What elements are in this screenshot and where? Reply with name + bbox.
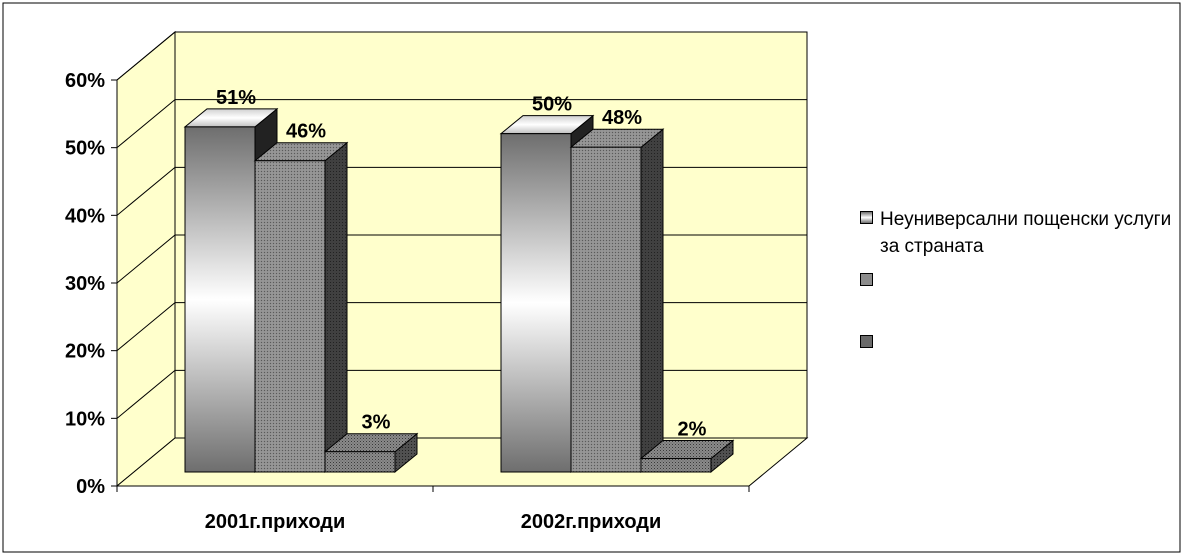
y-tick-label: 10%: [65, 408, 105, 430]
y-tick-label: 50%: [65, 138, 105, 160]
data-label: 46%: [286, 121, 326, 143]
data-label: 48%: [602, 107, 642, 129]
legend-swatch-2: [860, 273, 873, 286]
gridline: [116, 31, 807, 81]
legend-item-2: [860, 270, 1180, 332]
bar-2-3: [639, 439, 735, 474]
gridline: [116, 99, 807, 149]
data-label: 50%: [532, 94, 572, 116]
y-tick-label: 0%: [76, 476, 105, 498]
bar-front: [500, 133, 572, 473]
y-tick-label: 60%: [65, 70, 105, 92]
y-tick-label: 40%: [65, 205, 105, 227]
y-tick-label: 30%: [65, 273, 105, 295]
bar-side: [640, 128, 664, 474]
bar-1-3: [323, 432, 419, 474]
bar-front: [640, 457, 712, 473]
bar-1-2: [253, 141, 349, 474]
data-label: 2%: [678, 418, 707, 440]
legend-label-1: Неуниверсални пощенски услуги за странат…: [880, 209, 1172, 257]
x-tick-label: 2002г.приходи: [521, 511, 662, 533]
legend-swatch-1: [860, 211, 873, 224]
bar-side: [324, 141, 348, 474]
y-tick-label: 20%: [65, 341, 105, 363]
bar-front: [570, 146, 642, 473]
bar-front: [184, 126, 256, 473]
bar-front: [254, 160, 326, 473]
legend: Неуниверсални пощенски услуги за странат…: [860, 208, 1180, 394]
data-label: 51%: [216, 87, 256, 109]
legend-item-3: [860, 332, 1180, 394]
legend-item-1: Неуниверсални пощенски услуги за странат…: [860, 208, 1180, 270]
data-label: 3%: [362, 412, 391, 434]
bar-2-2: [569, 128, 665, 474]
bar-front: [324, 451, 396, 473]
legend-swatch-3: [860, 335, 873, 348]
x-tick-label: 2001г.приходи: [205, 511, 346, 533]
